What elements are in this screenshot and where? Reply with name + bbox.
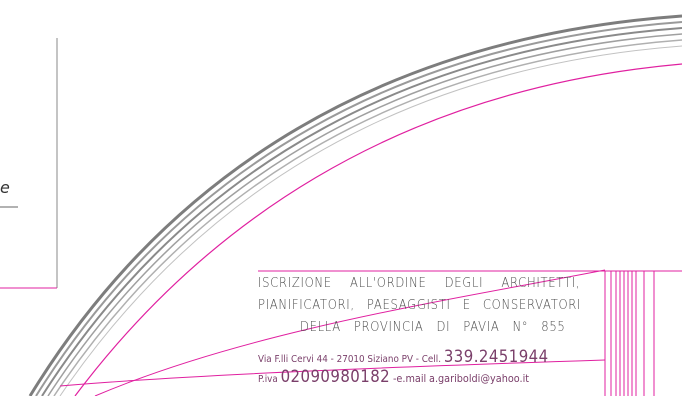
- email-address[interactable]: a.gariboldi@yahoo.it: [429, 372, 530, 385]
- address-line: Via F.lli Cervi 44 - 27010 Siziano PV - …: [258, 347, 549, 367]
- gray-arcs: [28, 14, 682, 396]
- vat-email-line: P.iva 02090980182 -e.mail a.gariboldi@ya…: [258, 367, 529, 387]
- magenta-curve-bottom: [59, 359, 606, 387]
- registration-line-1: ISCRIZIONE ALL'ORDINE DEGLI ARCHITETTI,: [258, 275, 581, 291]
- cutoff-letter: e: [0, 178, 11, 197]
- registration-line-2: PIANIFICATORI, PAESAGGISTI E CONSERVATOR…: [258, 297, 582, 313]
- right-vertical-stripes: [604, 271, 655, 396]
- email-label: -e.mail: [392, 372, 427, 385]
- address-text: Via F.lli Cervi 44 - 27010 Siziano PV - …: [258, 354, 442, 365]
- phone-number: 339.2451944: [443, 347, 549, 367]
- piva-label: P.iva: [258, 374, 278, 385]
- magenta-arc: [74, 63, 682, 396]
- magenta-diagonal: [94, 269, 606, 396]
- piva-number: 02090980182: [280, 367, 391, 387]
- registration-line-3: DELLA PROVINCIA DI PAVIA N° 855: [300, 319, 566, 335]
